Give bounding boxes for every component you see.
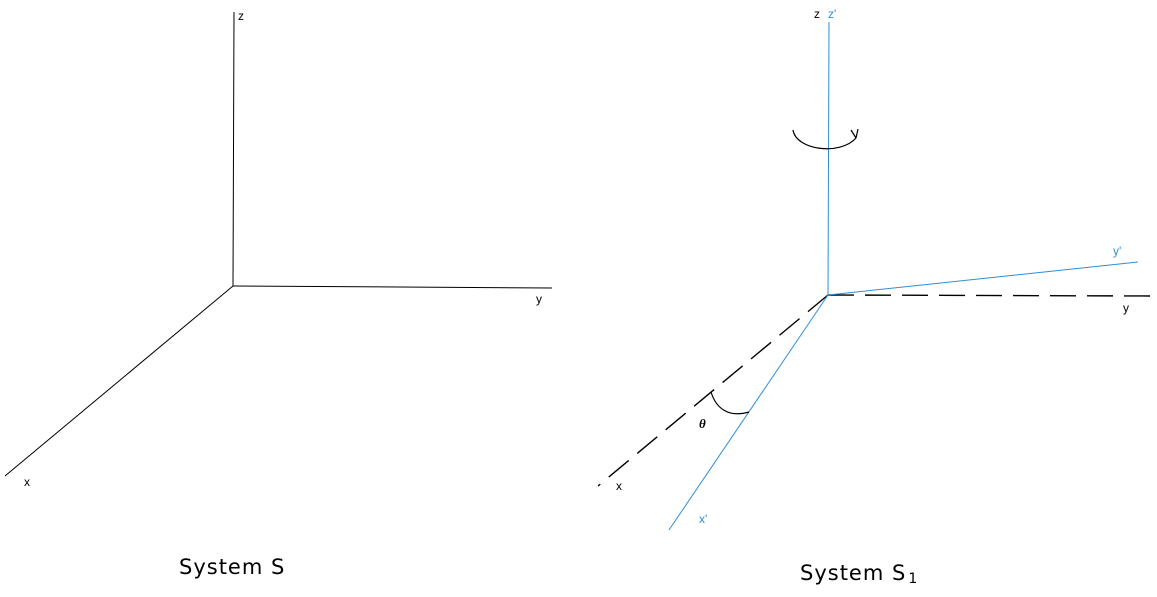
s1-y-prime-axis	[827, 261, 1139, 296]
s1-y-label: y	[1123, 301, 1129, 315]
s-x-axis	[4, 285, 234, 477]
s1-x-axis-dashed	[597, 294, 829, 487]
angle-arc	[710, 391, 750, 415]
s-x-label: x	[24, 475, 30, 489]
s1-y-prime-label: y'	[1113, 244, 1121, 258]
caption-system-s: System S	[179, 555, 285, 579]
system-s1: θ z z' y' y x x'	[597, 7, 1151, 531]
s-z-label: z	[238, 9, 244, 23]
rotation-arrow-icon	[792, 128, 859, 150]
s1-y-axis-dashed	[827, 294, 1151, 297]
s-z-axis	[232, 11, 235, 287]
angle-theta-label: θ	[699, 416, 706, 431]
s-y-label: y	[536, 292, 542, 306]
s1-x-prime-label: x'	[699, 512, 707, 526]
s-y-axis	[232, 285, 553, 289]
s1-z-prime-label: z'	[828, 7, 836, 21]
s1-z-prime-axis	[827, 21, 830, 296]
system-s: z y x	[4, 9, 553, 489]
caption-system-s1-subscript: 1	[908, 571, 918, 587]
s1-x-label: x	[616, 479, 622, 493]
s1-z-label: z	[814, 7, 820, 21]
caption-system-s1-main: System S	[800, 561, 906, 585]
